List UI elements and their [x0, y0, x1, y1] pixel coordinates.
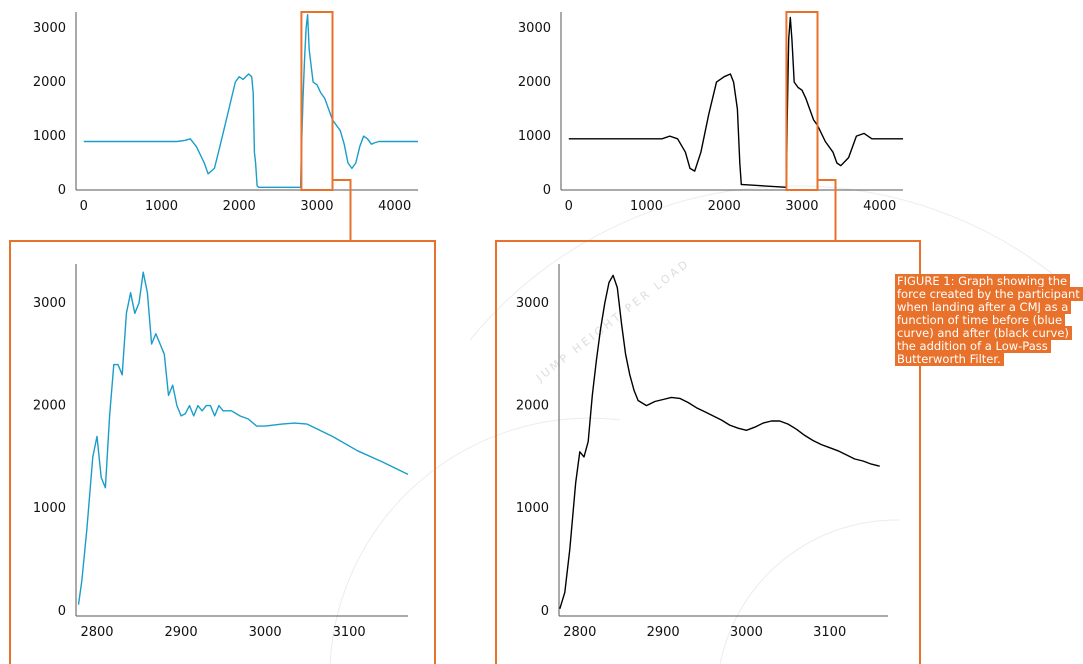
background-arcs: [329, 185, 1083, 664]
figure-caption: FIGURE 1: Graph showing the force create…: [895, 274, 1083, 366]
zoom-panel-frame: [495, 240, 921, 664]
y-tick-label: 2000: [33, 399, 66, 414]
zoom-panel-frame: [9, 240, 436, 664]
x-tick-label: 2900: [647, 625, 680, 640]
x-tick-label: 3100: [813, 625, 846, 640]
x-tick-label: 3000: [785, 199, 818, 214]
y-tick-label: 1000: [518, 129, 551, 144]
y-tick-label: 0: [543, 183, 551, 198]
x-tick-label: 2800: [80, 625, 113, 640]
y-tick-label: 1000: [33, 501, 66, 516]
y-tick-label: 2000: [518, 75, 551, 90]
y-tick-label: 3000: [33, 296, 66, 311]
zoom-connector-line: [817, 179, 837, 241]
x-tick-label: 3000: [249, 625, 282, 640]
filtered-force-full-chart: 0 1000 2000 3000 0 1000 2000 3000 4000: [518, 11, 903, 214]
y-tick-label: 2000: [33, 75, 66, 90]
highlight-window-box: [300, 11, 334, 191]
zoom-connector-line: [332, 179, 352, 241]
y-tick-label: 3000: [518, 21, 551, 36]
x-tick-label: 3000: [300, 199, 333, 214]
raw-force-full-chart: 0 1000 2000 3000 0 1000 2000 3000 4000: [33, 11, 418, 214]
zoom-frames: [9, 179, 921, 664]
x-tick-label: 2000: [708, 199, 741, 214]
y-tick-label: 0: [58, 183, 66, 198]
y-tick-label: 0: [58, 604, 66, 619]
x-tick-label: 2900: [165, 625, 198, 640]
highlight-window-box: [785, 11, 819, 191]
x-tick-label: 0: [565, 199, 573, 214]
filtered-force-zoom-chart: 0 1000 2000 3000 2800 2900 3000 3100: [516, 264, 888, 640]
y-tick-label: 3000: [33, 21, 66, 36]
force-series-line: [83, 13, 418, 189]
x-tick-label: 4000: [378, 199, 411, 214]
force-series-line: [77, 271, 409, 605]
x-tick-label: 4000: [863, 199, 896, 214]
x-tick-label: 1000: [145, 199, 178, 214]
x-tick-label: 2000: [223, 199, 256, 214]
y-tick-label: 1000: [516, 501, 549, 516]
y-tick-label: 3000: [516, 296, 549, 311]
x-tick-label: 0: [80, 199, 88, 214]
figure-caption-text: FIGURE 1: Graph showing the force create…: [895, 274, 1083, 366]
y-tick-label: 0: [541, 604, 549, 619]
force-series-line: [568, 16, 903, 189]
y-tick-label: 2000: [516, 399, 549, 414]
x-tick-label: 1000: [630, 199, 663, 214]
x-tick-label: 2800: [563, 625, 596, 640]
x-tick-label: 3100: [333, 625, 366, 640]
raw-force-zoom-chart: 0 1000 2000 3000 2800 2900 3000 3100: [33, 264, 409, 640]
y-tick-label: 1000: [33, 129, 66, 144]
x-tick-label: 3000: [730, 625, 763, 640]
force-series-line: [559, 274, 880, 610]
